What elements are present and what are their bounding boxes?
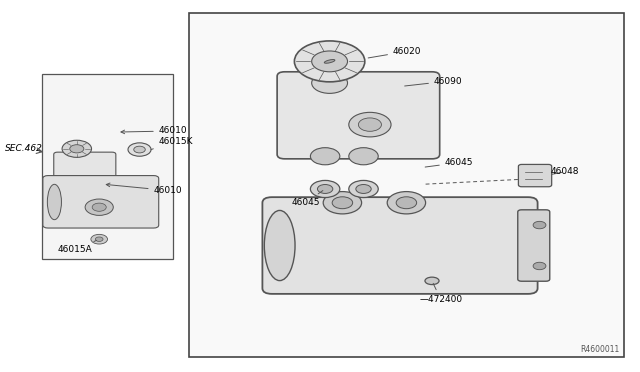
Circle shape (312, 73, 348, 93)
Bar (42, 74, 173, 259)
Circle shape (317, 185, 333, 193)
Circle shape (323, 192, 362, 214)
Text: 46020: 46020 (368, 47, 422, 58)
Text: 46045: 46045 (291, 190, 323, 207)
Circle shape (349, 180, 378, 198)
Ellipse shape (425, 277, 439, 285)
FancyBboxPatch shape (43, 176, 159, 228)
Circle shape (294, 41, 365, 82)
FancyBboxPatch shape (518, 210, 550, 281)
Circle shape (95, 237, 103, 241)
Text: R4600011: R4600011 (580, 345, 620, 354)
Circle shape (533, 262, 546, 270)
Text: 46045: 46045 (425, 158, 474, 167)
Ellipse shape (324, 60, 335, 63)
Text: 46010: 46010 (121, 126, 188, 135)
Ellipse shape (264, 211, 295, 280)
Text: 46015A: 46015A (58, 240, 97, 254)
Circle shape (62, 140, 92, 157)
Circle shape (356, 185, 371, 193)
Circle shape (533, 221, 546, 229)
Circle shape (396, 197, 417, 209)
Text: 46010: 46010 (106, 183, 182, 195)
FancyBboxPatch shape (54, 152, 116, 185)
Circle shape (310, 148, 340, 165)
Circle shape (312, 51, 348, 72)
Circle shape (85, 199, 113, 215)
Circle shape (332, 197, 353, 209)
Text: —472400: —472400 (419, 283, 462, 304)
Circle shape (134, 146, 145, 153)
Text: 46015K: 46015K (151, 137, 193, 150)
FancyBboxPatch shape (518, 164, 552, 187)
Circle shape (387, 192, 426, 214)
Circle shape (70, 145, 84, 153)
Circle shape (310, 180, 340, 198)
Circle shape (91, 234, 108, 244)
FancyBboxPatch shape (277, 72, 440, 159)
Circle shape (92, 203, 106, 211)
Text: 46048: 46048 (550, 167, 579, 176)
Circle shape (128, 143, 151, 156)
Text: SEC.462: SEC.462 (5, 144, 43, 153)
Circle shape (349, 148, 378, 165)
Ellipse shape (47, 185, 61, 219)
FancyBboxPatch shape (262, 197, 538, 294)
Circle shape (349, 112, 391, 137)
Text: 46090: 46090 (404, 77, 463, 86)
Bar (189, 13, 624, 357)
Circle shape (358, 118, 381, 131)
